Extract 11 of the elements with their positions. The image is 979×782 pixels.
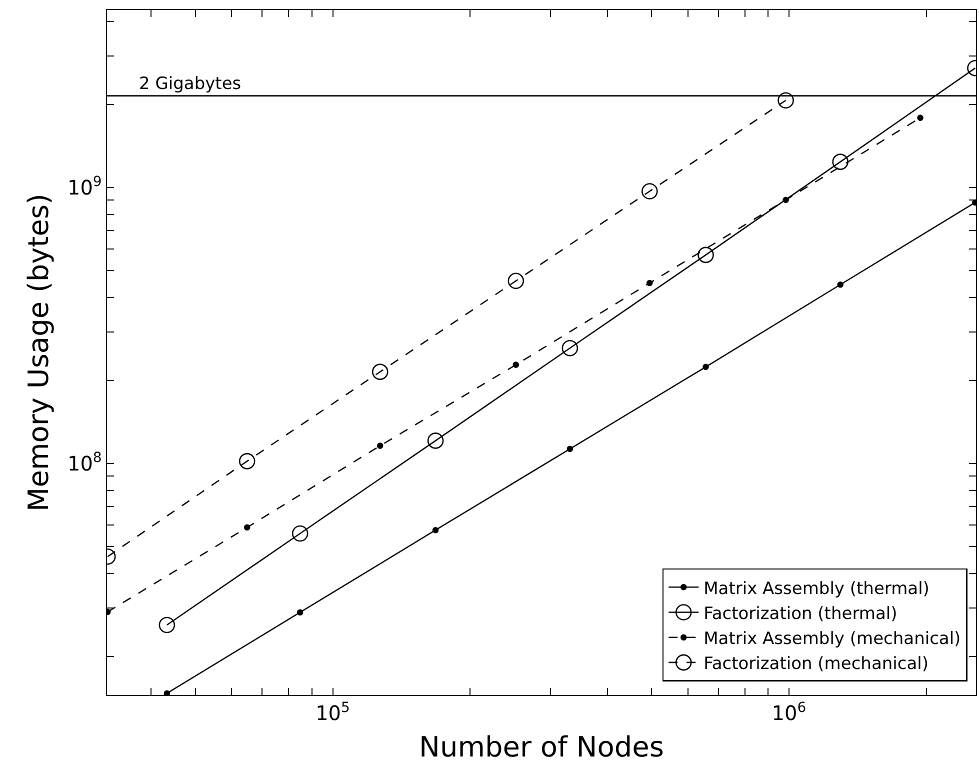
legend-label: Factorization (mechanical) [704,654,928,674]
ref-line-label: 2 Gigabytes [139,74,242,94]
legend-label: Matrix Assembly (mechanical) [704,628,961,649]
x-tick-label: 10$^{6}$ [772,700,806,726]
legend-label: Factorization (thermal) [704,604,898,624]
legend-label: Matrix Assembly (thermal) [704,578,930,599]
y-axis-title: Memory Usage (bytes) [22,194,56,512]
x-axis-title: Number of Nodes [419,730,664,764]
y-tick-label: 10$^{9}$ [67,174,102,200]
y-tick-label: 10$^{8}$ [67,450,102,476]
x-tick-label: 10$^{5}$ [316,700,350,726]
